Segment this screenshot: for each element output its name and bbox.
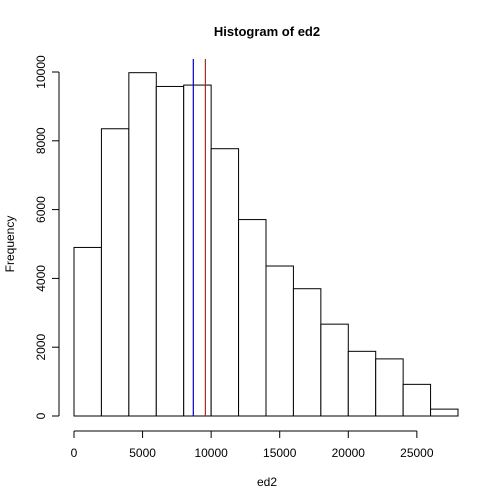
x-tick-label-0: 0 <box>71 446 78 460</box>
reference-lines <box>192 59 206 416</box>
x-tick-label-2: 10000 <box>194 446 228 460</box>
histogram-bar-0 <box>73 246 102 417</box>
histogram-bar-8 <box>292 288 322 417</box>
y-axis: 0 2000 4000 6000 8000 10000 <box>34 55 60 419</box>
histogram-bar-11 <box>375 358 404 417</box>
histogram-bars <box>73 72 459 417</box>
y-tick-label-4: 8000 <box>34 127 48 154</box>
histogram-bar-1 <box>100 128 130 417</box>
histogram-bar-10 <box>347 350 377 417</box>
y-tick-label-3: 6000 <box>34 196 48 223</box>
histogram-bar-7 <box>265 265 294 417</box>
x-tick-label-1: 5000 <box>129 446 156 460</box>
histogram-bar-12 <box>402 383 432 417</box>
histogram-bar-6 <box>238 219 267 417</box>
histogram-bar-3 <box>155 85 185 417</box>
chart-title: Histogram of ed2 <box>214 24 320 39</box>
y-tick-label-1: 2000 <box>34 334 48 361</box>
histogram-bar-13 <box>430 408 459 417</box>
histogram-bar-5 <box>210 148 240 417</box>
y-axis-label: Frequency <box>3 216 17 273</box>
histogram-bar-9 <box>320 323 349 417</box>
histogram-bar-2 <box>128 72 157 417</box>
y-tick-label-5: 10000 <box>34 55 48 89</box>
y-tick-label-2: 4000 <box>34 265 48 292</box>
x-tick-label-4: 20000 <box>332 446 366 460</box>
x-axis: 0 5000 10000 15000 20000 25000 <box>71 430 434 460</box>
x-tick-label-5: 25000 <box>400 446 434 460</box>
x-axis-label: ed2 <box>257 475 277 489</box>
x-tick-label-3: 15000 <box>263 446 297 460</box>
y-tick-label-0: 0 <box>34 412 48 419</box>
histogram-bar-4 <box>183 84 212 417</box>
